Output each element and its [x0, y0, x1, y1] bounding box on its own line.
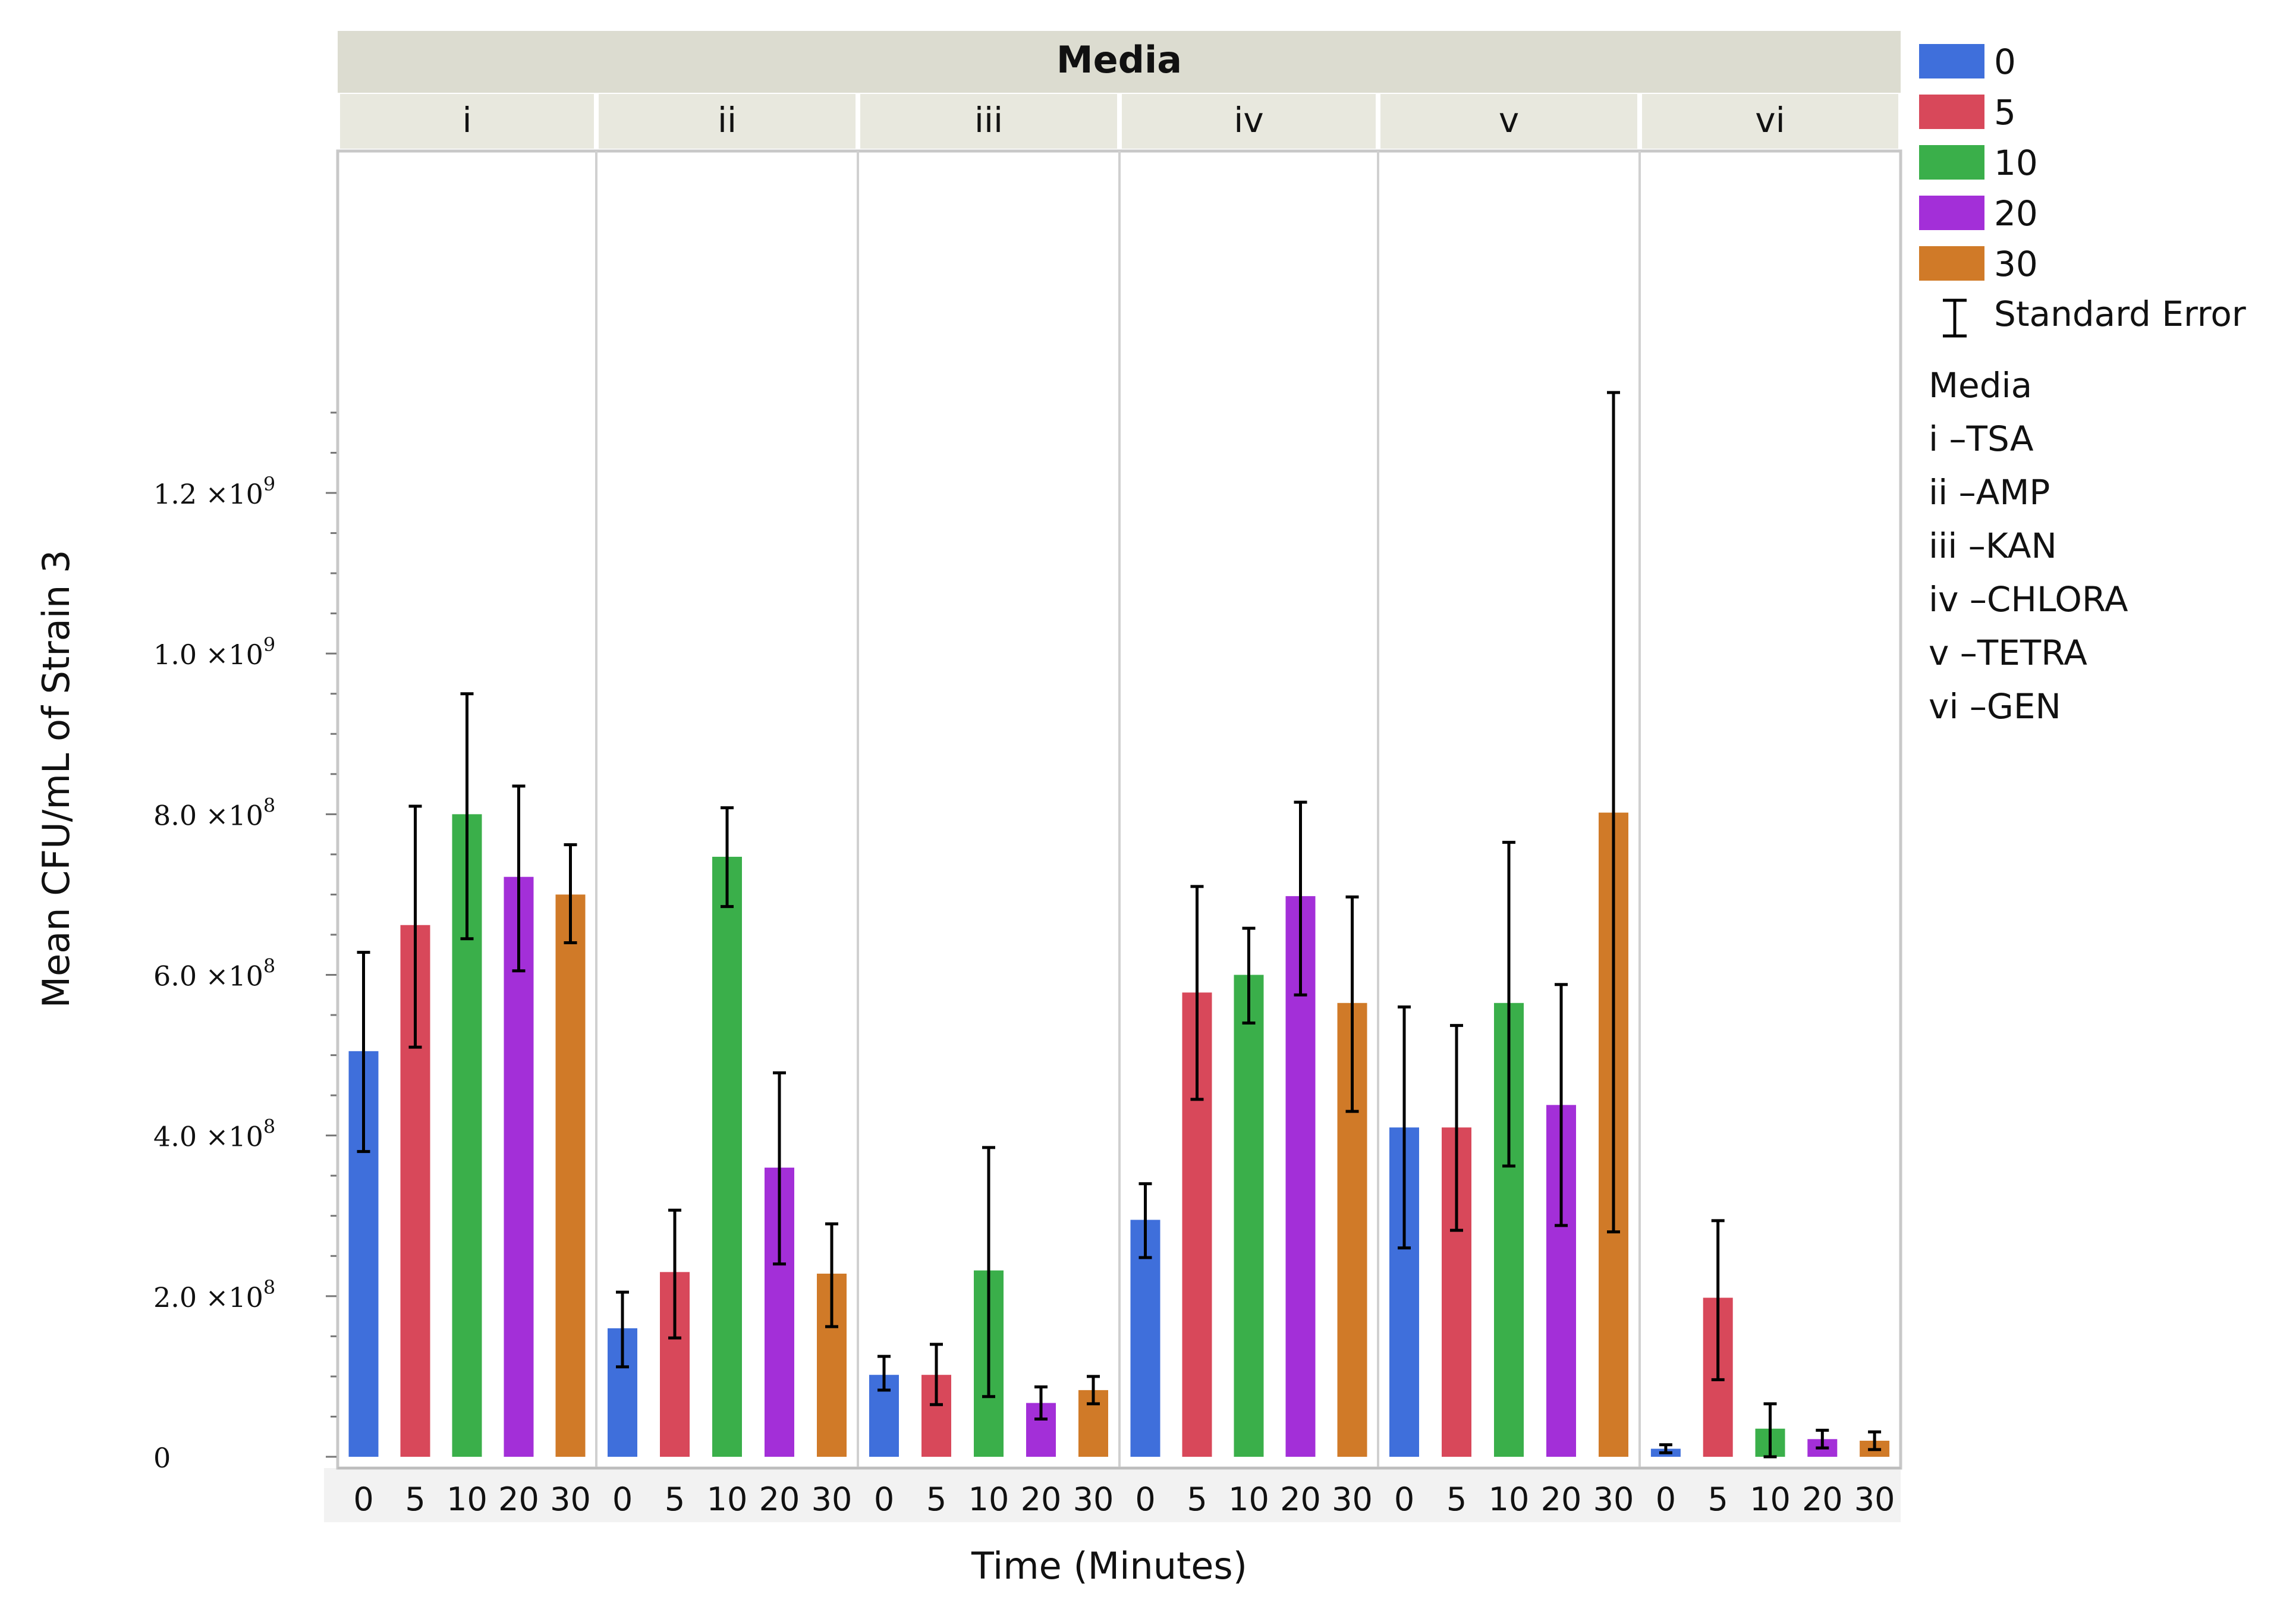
legend-media-entry: ii –AMP — [1929, 472, 2050, 513]
x-tick-label: 5 — [1446, 1481, 1467, 1518]
y-tick-label: 8.0 ×108 — [153, 794, 275, 831]
x-tick-label: 30 — [1332, 1481, 1373, 1518]
x-tick-label: 30 — [1593, 1481, 1634, 1518]
x-tick-label: 0 — [1135, 1481, 1155, 1518]
x-tick-label: 30 — [1854, 1481, 1895, 1518]
y-tick-label: 2.0 ×108 — [153, 1276, 275, 1313]
x-tick-label: 10 — [968, 1481, 1009, 1518]
y-tick-label: 0 — [153, 1442, 171, 1474]
legend-swatch-0 — [1919, 44, 1984, 78]
facet-header-title: Media — [1056, 38, 1182, 81]
panel-label-i: i — [462, 100, 471, 140]
panel-label-iii: iii — [974, 100, 1003, 140]
legend-label-10: 10 — [1994, 143, 2038, 183]
bar-i-20 — [504, 876, 534, 1457]
panel-header-v — [1380, 94, 1637, 149]
x-tick-label: 10 — [707, 1481, 748, 1518]
x-tick-label: 20 — [1280, 1481, 1321, 1518]
legend-swatch-10 — [1919, 145, 1984, 180]
x-tick-label: 10 — [446, 1481, 487, 1518]
x-tick-label: 20 — [498, 1481, 539, 1518]
panel-label-vi: vi — [1755, 100, 1785, 140]
bar-ii-10 — [712, 856, 742, 1457]
panel-header-i — [340, 94, 594, 149]
legend-label-5: 5 — [1994, 92, 2016, 133]
x-tick-label: 5 — [926, 1481, 946, 1518]
panel-header-iv — [1122, 94, 1376, 149]
legend-media-entry: iii –KAN — [1929, 526, 2057, 566]
x-tick-label: 10 — [1228, 1481, 1269, 1518]
x-axis-background — [324, 1468, 1901, 1522]
y-axis-title: Mean CFU/mL of Strain 3 — [34, 550, 78, 1008]
legend-label-30: 30 — [1994, 244, 2038, 284]
panel-header-ii — [599, 94, 856, 149]
panel-header-iii — [860, 94, 1117, 149]
legend-label-0: 0 — [1994, 42, 2016, 82]
bar-i-30 — [555, 894, 586, 1457]
legend-error-label: Standard Error — [1994, 294, 2246, 334]
x-tick-label: 5 — [405, 1481, 425, 1518]
y-tick-label: 1.2 ×109 — [153, 473, 275, 510]
legend-swatch-20 — [1919, 196, 1984, 230]
y-tick-label: 4.0 ×108 — [153, 1115, 275, 1153]
bar-iv-10 — [1234, 975, 1264, 1457]
x-axis-title: Time (Minutes) — [971, 1544, 1247, 1588]
x-tick-label: 10 — [1489, 1481, 1530, 1518]
x-tick-label: 20 — [1021, 1481, 1062, 1518]
y-tick-label: 6.0 ×108 — [153, 955, 275, 992]
x-tick-label: 0 — [1394, 1481, 1414, 1518]
x-tick-label: 20 — [1541, 1481, 1582, 1518]
panel-label-ii: ii — [718, 100, 737, 140]
legend-media-title: Media — [1929, 365, 2032, 406]
x-tick-label: 0 — [874, 1481, 894, 1518]
bar-iv-0 — [1130, 1220, 1160, 1457]
legend-media-entry: vi –GEN — [1929, 686, 2061, 727]
x-tick-label: 30 — [812, 1481, 853, 1518]
panel-header-vi — [1642, 94, 1898, 149]
x-tick-label: 30 — [550, 1481, 591, 1518]
panel-label-v: v — [1499, 100, 1519, 140]
x-tick-label: 0 — [353, 1481, 373, 1518]
y-tick-label: 1.0 ×109 — [153, 633, 275, 671]
legend-swatch-30 — [1919, 246, 1984, 281]
legend-media-entry: iv –CHLORA — [1929, 579, 2128, 620]
x-tick-label: 20 — [759, 1481, 800, 1518]
x-tick-label: 30 — [1073, 1481, 1114, 1518]
panel-label-iv: iv — [1234, 100, 1263, 140]
x-tick-label: 20 — [1802, 1481, 1843, 1518]
x-tick-label: 5 — [665, 1481, 685, 1518]
legend-label-20: 20 — [1994, 193, 2038, 234]
x-tick-label: 5 — [1187, 1481, 1207, 1518]
legend-swatch-5 — [1919, 95, 1984, 129]
x-tick-label: 0 — [1656, 1481, 1676, 1518]
x-tick-label: 0 — [612, 1481, 633, 1518]
x-tick-label: 10 — [1750, 1481, 1791, 1518]
legend-media-entry: v –TETRA — [1929, 633, 2087, 673]
facet-header-band — [338, 31, 1901, 93]
x-tick-label: 5 — [1708, 1481, 1728, 1518]
legend-media-entry: i –TSA — [1929, 419, 2034, 459]
